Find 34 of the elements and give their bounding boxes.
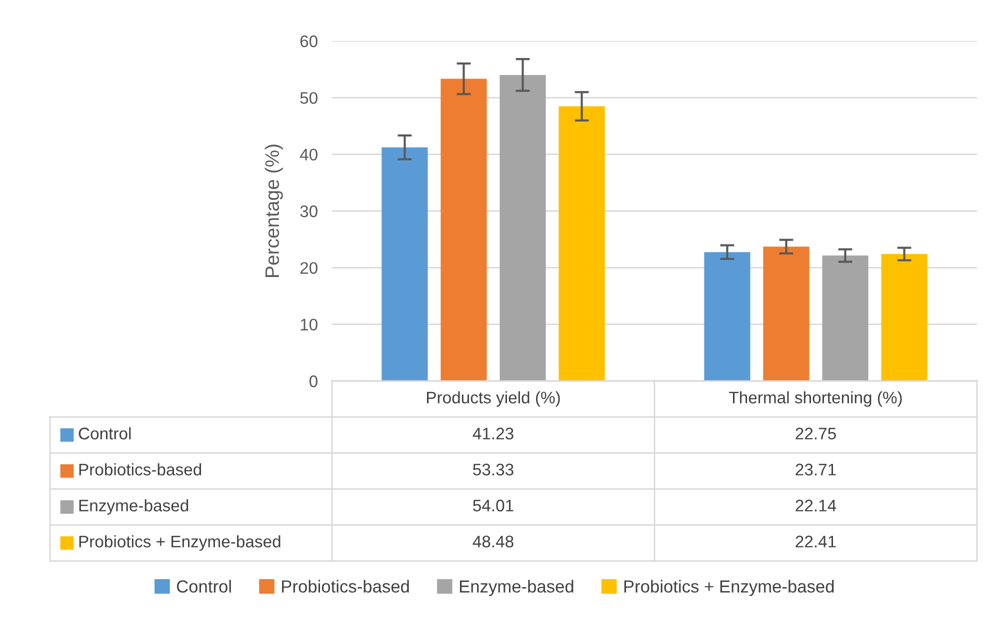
text: Probiotics-based bbox=[79, 463, 202, 476]
bar bbox=[822, 256, 868, 381]
data-label: 54.01 bbox=[473, 500, 514, 512]
y-tick-label: 40 bbox=[300, 148, 318, 161]
data-label: 22.14 bbox=[796, 500, 836, 512]
bar bbox=[382, 147, 428, 381]
data-label: 41.23 bbox=[472, 428, 514, 440]
y-tick-label: 20 bbox=[300, 262, 318, 274]
text: Probiotics + Enzyme-based bbox=[79, 535, 280, 551]
y-tick-label: 10 bbox=[300, 318, 318, 331]
y-tick-label: 50 bbox=[300, 92, 318, 104]
y-tick-label: 30 bbox=[300, 205, 318, 218]
x-tick-label: Products yield (%) bbox=[427, 391, 560, 407]
data-label: 53.33 bbox=[473, 464, 514, 476]
legend-label: Probiotics-based bbox=[282, 580, 409, 593]
data-label: 22.75 bbox=[796, 428, 836, 440]
y-axis-title: Percentage (%) bbox=[264, 144, 283, 277]
text: Enzyme-based bbox=[79, 499, 188, 515]
data-label: 23.71 bbox=[796, 464, 836, 476]
y-tick-label: 60 bbox=[300, 35, 318, 48]
legend-label: Enzyme-based bbox=[460, 580, 574, 596]
data-label: 48.48 bbox=[472, 536, 514, 548]
legend-label: Probiotics + Enzyme-based bbox=[624, 580, 834, 596]
x-tick-label: Thermal shortening (%) bbox=[729, 391, 902, 407]
bar bbox=[558, 106, 605, 381]
text: Control bbox=[78, 427, 131, 440]
bar bbox=[500, 74, 546, 381]
legend-label: Control bbox=[176, 580, 231, 593]
bar bbox=[704, 252, 750, 381]
bar bbox=[440, 78, 487, 381]
bar bbox=[881, 254, 928, 381]
y-tick-label: 0 bbox=[309, 375, 318, 388]
data-label: 22.41 bbox=[796, 536, 836, 548]
bar bbox=[763, 246, 810, 381]
